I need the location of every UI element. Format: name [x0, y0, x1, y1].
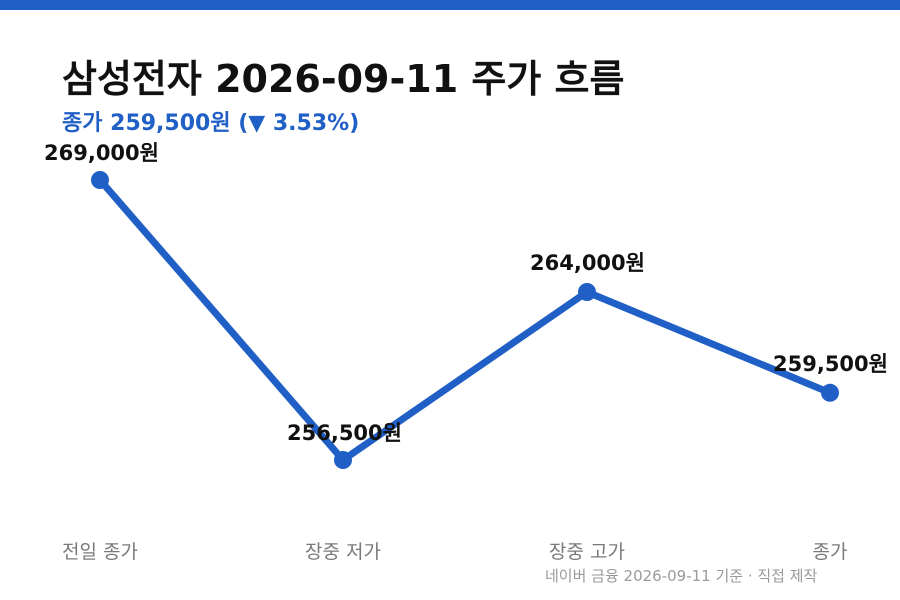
chart-title: 삼성전자 2026-09-11 주가 흐름 [62, 57, 625, 101]
value-label: 269,000원 [44, 141, 159, 165]
data-point [578, 283, 596, 301]
series-line [96, 176, 834, 464]
category-label: 종가 [813, 541, 848, 563]
data-point-layer [91, 171, 839, 469]
source-note: 네이버 금융 2026-09-11 기준 · 직접 제작 [545, 567, 818, 585]
data-point [91, 171, 109, 189]
category-label: 장중 저가 [305, 541, 381, 563]
category-label: 장중 고가 [549, 541, 625, 563]
category-label: 전일 종가 [62, 541, 138, 563]
top-accent-bar [0, 0, 900, 10]
value-label: 264,000원 [530, 251, 645, 275]
category-label-layer: 전일 종가 장중 저가 장중 고가 종가 [62, 541, 847, 563]
value-label: 259,500원 [773, 352, 888, 376]
data-point [821, 383, 839, 402]
series-line-layer [96, 176, 834, 464]
chart-subtitle: 종가 259,500원 (▼ 3.53%) [62, 111, 360, 136]
value-label-layer: 269,000원 256,500원 264,000원 259,500원 [44, 141, 888, 445]
data-point [334, 451, 352, 469]
value-label: 256,500원 [287, 421, 402, 445]
